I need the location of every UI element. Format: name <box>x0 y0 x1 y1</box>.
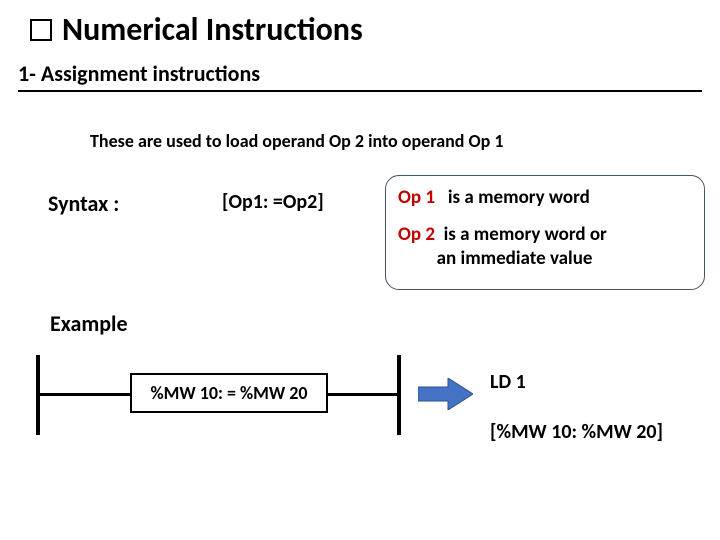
arrow-shape <box>418 378 473 410</box>
ladder-rail-right <box>397 355 401 435</box>
section-subtitle: 1- Assignment instructions <box>18 60 260 87</box>
syntax-label: Syntax : <box>48 190 119 217</box>
intro-text: These are used to load operand Op 2 into… <box>90 130 504 152</box>
syntax-expression: [Op1: =Op2] <box>222 190 324 214</box>
checkbox-icon <box>30 19 52 41</box>
op2-desc-b: an immediate value <box>437 247 593 270</box>
op1-desc: is a memory word <box>448 186 590 209</box>
operand-line-2: Op 2 is a memory word or an immediate va… <box>398 223 692 271</box>
ld-instruction: LD 1 <box>490 370 526 394</box>
title-row: Numerical Instructions <box>30 10 363 49</box>
operand-box: Op 1 is a memory word Op 2 is a memory w… <box>385 175 705 290</box>
op1-label: Op 1 <box>398 186 435 209</box>
ladder-rung-left <box>40 393 130 396</box>
bracket-instruction: [%MW 10: %MW 20] <box>490 420 663 444</box>
ladder-instruction-text: %MW 10: = %MW 20 <box>150 382 307 404</box>
op2-desc-a: is a memory word or <box>444 223 607 246</box>
example-label: Example <box>50 310 128 337</box>
op2-label: Op 2 <box>398 223 435 246</box>
ladder-diagram: %MW 10: = %MW 20 <box>36 355 401 435</box>
subtitle-underline <box>18 90 702 92</box>
page-title: Numerical Instructions <box>62 10 363 49</box>
operand-line-1: Op 1 is a memory word <box>398 186 692 209</box>
ladder-instruction-box: %MW 10: = %MW 20 <box>130 373 328 413</box>
arrow-icon <box>418 378 473 410</box>
ladder-rung-right <box>327 393 397 396</box>
